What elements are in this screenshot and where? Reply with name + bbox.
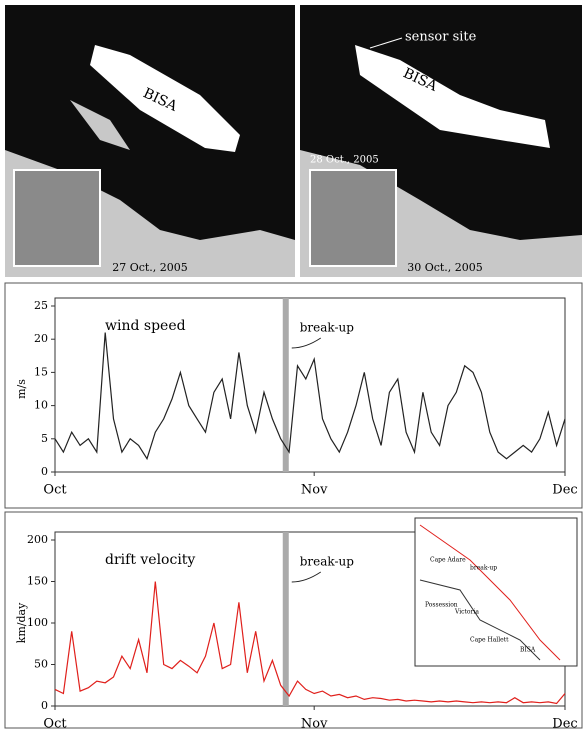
y-tick-label: 25 (34, 299, 48, 312)
map-label: Possession (425, 602, 458, 609)
y-tick-label: 50 (34, 658, 48, 671)
data-line (54, 581, 566, 705)
y-tick-label: 150 (27, 575, 48, 588)
plot-frame (54, 297, 566, 473)
drift-track (419, 524, 561, 661)
inset-photo (13, 169, 101, 267)
x-tick-label: Nov (301, 483, 328, 498)
map-label: Victoria (454, 609, 479, 616)
x-tick-label: Dec (552, 717, 577, 732)
event-arrow (291, 571, 322, 583)
event-band (282, 532, 289, 706)
y-axis-label: km/day (15, 602, 28, 643)
x-tick-label: Nov (301, 717, 328, 732)
image-date: 30 Oct., 2005 (407, 261, 483, 274)
map-label: break-up (470, 565, 497, 572)
event-arrow (291, 337, 322, 349)
event-label: break-up (300, 555, 355, 569)
data-line (54, 332, 566, 461)
inset-date: 28 Oct., 2005 (310, 155, 379, 166)
x-tick-label: Oct (43, 717, 67, 732)
iceberg (355, 45, 550, 148)
chart-title: drift velocity (105, 552, 195, 568)
y-tick-label: 5 (41, 432, 48, 445)
map-frame (414, 517, 578, 667)
panel-frame (4, 282, 583, 509)
y-tick-label: 20 (34, 332, 48, 345)
map-label: Cape Adare (430, 557, 466, 564)
image-date: 27 Oct., 2005 (112, 261, 188, 274)
annotation: sensor site (405, 30, 477, 45)
panel-frame (4, 511, 583, 729)
y-axis-label: m/s (15, 379, 28, 399)
x-tick-label: Dec (552, 483, 577, 498)
y-tick-label: 0 (41, 465, 48, 478)
map-label: BISA (520, 647, 536, 654)
coast (419, 579, 541, 661)
event-label: break-up (300, 321, 355, 335)
y-tick-label: 200 (27, 533, 48, 546)
event-band (282, 298, 289, 472)
y-tick-label: 10 (34, 399, 48, 412)
pointer (369, 37, 403, 49)
y-tick-label: 100 (27, 616, 48, 629)
chart-title: wind speed (105, 318, 186, 334)
inset-photo (309, 169, 397, 267)
map-label: Cape Hallett (470, 637, 509, 644)
y-tick-label: 0 (41, 699, 48, 712)
y-tick-label: 15 (34, 365, 48, 378)
iceberg (90, 45, 240, 152)
x-tick-label: Oct (43, 483, 67, 498)
satellite-images: BISA 27 Oct., 2005 BISA sensor site 28 O… (5, 5, 582, 277)
